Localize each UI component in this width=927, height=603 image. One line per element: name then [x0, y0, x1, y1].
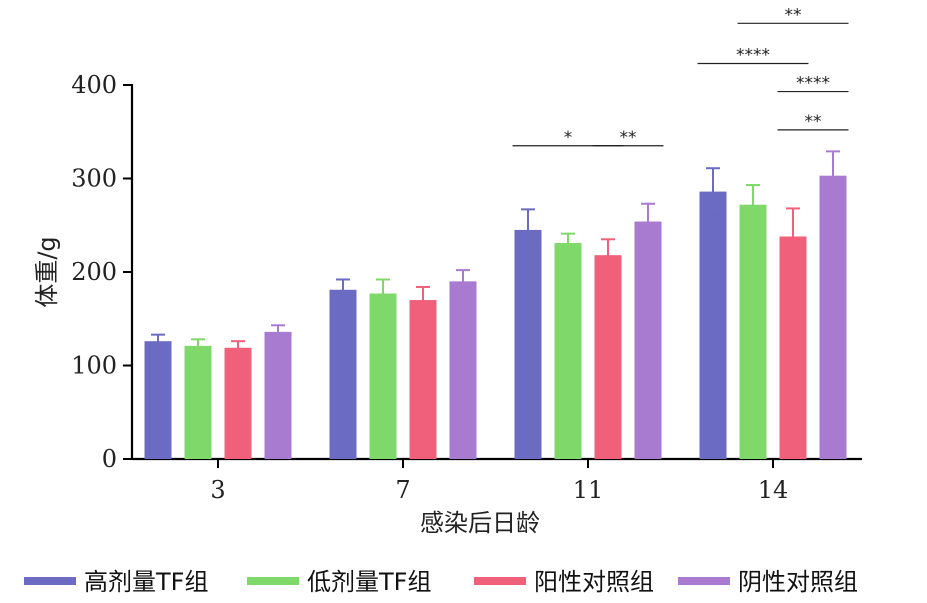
legend-item: 阴性对照组 [678, 568, 858, 596]
bar [634, 221, 662, 459]
significance-label: ** [785, 5, 802, 25]
legend-swatch [678, 577, 730, 585]
legend-item: 阳性对照组 [474, 568, 654, 596]
bars [144, 175, 847, 459]
error-bar [521, 208, 535, 252]
x-tick-label: 7 [395, 476, 410, 504]
y-tick-label: 200 [71, 258, 117, 286]
x-tick-label: 14 [758, 476, 789, 504]
bar [409, 300, 437, 459]
bar [329, 289, 357, 459]
error-bar [456, 269, 470, 294]
error-bar [601, 238, 615, 273]
legend-label: 阳性对照组 [534, 568, 654, 596]
y-tick-label: 400 [71, 71, 117, 99]
y-tick-label: 300 [71, 165, 117, 193]
error-bar [641, 202, 655, 241]
legend-swatch [247, 577, 299, 585]
significance-label: ** [805, 112, 822, 132]
error-bar [706, 167, 720, 216]
error-bars [151, 150, 840, 356]
error-bar [231, 340, 245, 356]
bar [739, 204, 767, 459]
significance-label: * [564, 128, 573, 148]
bar [144, 341, 172, 459]
legend-label: 阴性对照组 [738, 568, 858, 596]
legend-item: 高剂量TF组 [24, 568, 208, 596]
error-bar [336, 278, 350, 302]
error-bar [416, 285, 430, 315]
legend: 高剂量TF组 低剂量TF组 阳性对照组 阴性对照组 [24, 568, 858, 596]
y-axis-label: 体重/g [33, 236, 61, 307]
legend-swatch [24, 577, 76, 585]
x-tick-label: 3 [210, 476, 225, 504]
bar [554, 243, 582, 459]
error-bar [786, 207, 800, 266]
legend-label: 高剂量TF组 [84, 568, 208, 596]
axes: 0 100 200 300 400 3 7 11 14 [71, 71, 862, 504]
bar [369, 293, 397, 459]
bar [594, 255, 622, 459]
bar [264, 331, 292, 459]
error-bar [826, 150, 840, 202]
bar [449, 281, 477, 459]
error-bar [746, 184, 760, 226]
error-bar [376, 278, 390, 309]
x-tick-label: 11 [573, 476, 604, 504]
legend-swatch [474, 577, 526, 585]
legend-label: 低剂量TF组 [307, 568, 431, 596]
bar [514, 229, 542, 459]
y-tick-label: 0 [102, 445, 117, 473]
bar [184, 345, 212, 459]
significance-label: **** [736, 45, 770, 65]
bar [779, 236, 807, 459]
axis-labels: 感染后日龄 体重/g [33, 236, 540, 537]
significance-label: ** [620, 128, 637, 148]
bar [819, 175, 847, 459]
error-bar [151, 333, 165, 349]
error-bar [561, 232, 575, 254]
significance-label: **** [796, 74, 830, 94]
x-axis-label: 感染后日龄 [420, 509, 540, 537]
error-bar [191, 338, 205, 354]
significance-annotations: * ************** [512, 5, 849, 148]
bar [699, 191, 727, 459]
y-tick-label: 100 [71, 352, 117, 380]
bar [224, 347, 252, 459]
error-bar [271, 324, 285, 340]
legend-item: 低剂量TF组 [247, 568, 431, 596]
